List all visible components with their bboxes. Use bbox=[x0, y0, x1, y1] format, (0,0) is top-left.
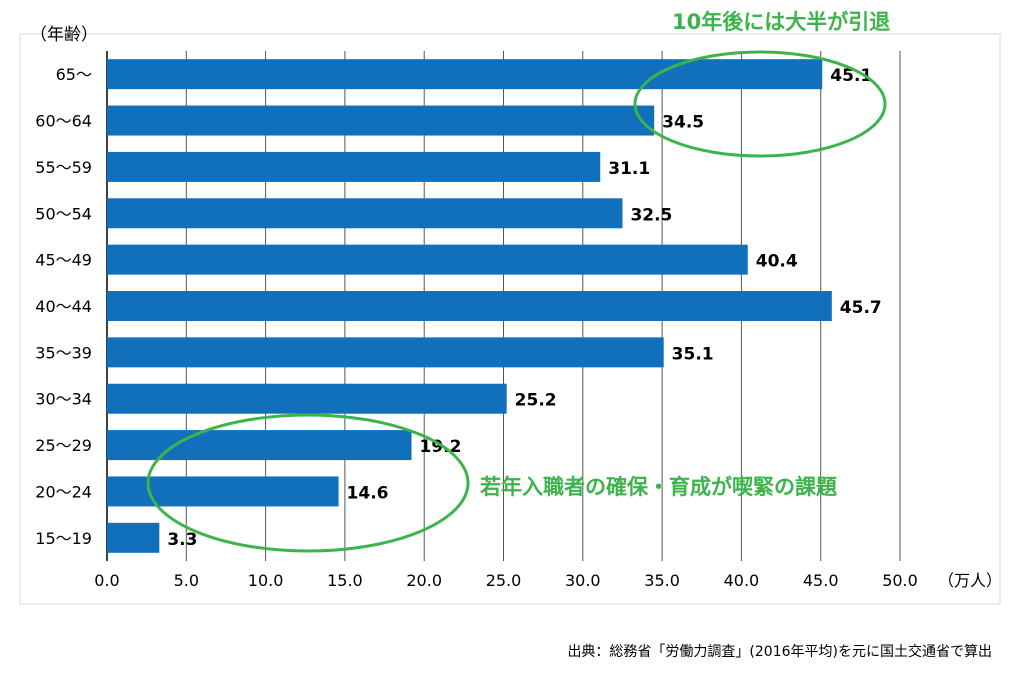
y-tick-label: 40～44 bbox=[35, 297, 92, 316]
y-tick-label: 45～49 bbox=[35, 251, 92, 270]
data-label: 32.5 bbox=[630, 205, 672, 225]
bar bbox=[107, 522, 160, 553]
y-tick-label: 65～ bbox=[56, 65, 92, 84]
y-tick-label: 55～59 bbox=[35, 158, 92, 177]
x-axis-label: （万人） bbox=[938, 571, 1002, 590]
data-label: 40.4 bbox=[756, 252, 798, 272]
bar bbox=[107, 476, 339, 507]
x-tick-label: 50.0 bbox=[882, 571, 918, 590]
data-label: 3.3 bbox=[167, 530, 197, 550]
bar bbox=[107, 337, 664, 368]
y-tick-label: 60～64 bbox=[35, 112, 92, 131]
bar bbox=[107, 198, 623, 229]
x-tick-label: 40.0 bbox=[724, 571, 760, 590]
x-tick-label: 45.0 bbox=[803, 571, 839, 590]
data-label: 25.2 bbox=[515, 391, 557, 411]
x-tick-label: 20.0 bbox=[406, 571, 442, 590]
bar bbox=[107, 244, 748, 275]
y-axis-label: （年齢） bbox=[30, 25, 98, 45]
x-tick-label: 0.0 bbox=[94, 571, 119, 590]
x-tick-label: 25.0 bbox=[486, 571, 522, 590]
data-label: 45.1 bbox=[830, 66, 872, 86]
y-tick-label: 15～19 bbox=[35, 529, 92, 548]
chart-frame bbox=[19, 33, 1001, 605]
bar bbox=[107, 383, 507, 414]
y-tick-label: 30～34 bbox=[35, 390, 92, 409]
y-tick-label: 35～39 bbox=[35, 343, 92, 362]
data-label: 45.7 bbox=[840, 298, 882, 318]
highlight-ellipse-top bbox=[633, 50, 887, 158]
highlight-ellipse-bottom bbox=[146, 413, 470, 553]
y-tick-label: 50～54 bbox=[35, 204, 92, 223]
x-tick-label: 5.0 bbox=[174, 571, 199, 590]
x-tick-label: 35.0 bbox=[644, 571, 680, 590]
data-label: 19.2 bbox=[420, 437, 462, 457]
bar bbox=[107, 291, 832, 321]
x-tick-label: 30.0 bbox=[565, 571, 601, 590]
x-tick-label: 15.0 bbox=[327, 571, 363, 590]
y-tick-label: 20～24 bbox=[35, 482, 92, 501]
bar bbox=[107, 59, 823, 90]
annotation-retire: 10年後には大半が引退 bbox=[672, 10, 890, 34]
data-label: 34.5 bbox=[662, 113, 704, 133]
y-tick-label: 25～29 bbox=[35, 436, 92, 455]
bar bbox=[107, 430, 412, 461]
annotation-young: 若年入職者の確保・育成が喫緊の課題 bbox=[479, 475, 838, 499]
data-label: 35.1 bbox=[672, 344, 714, 364]
data-label: 31.1 bbox=[608, 159, 650, 179]
bar bbox=[107, 151, 601, 182]
source-note: 出典：総務省「労働力調査」(2016年平均)を元に国土交通省で算出 bbox=[567, 644, 992, 660]
bar bbox=[107, 105, 655, 136]
data-label: 14.6 bbox=[347, 483, 389, 503]
x-tick-label: 10.0 bbox=[248, 571, 284, 590]
